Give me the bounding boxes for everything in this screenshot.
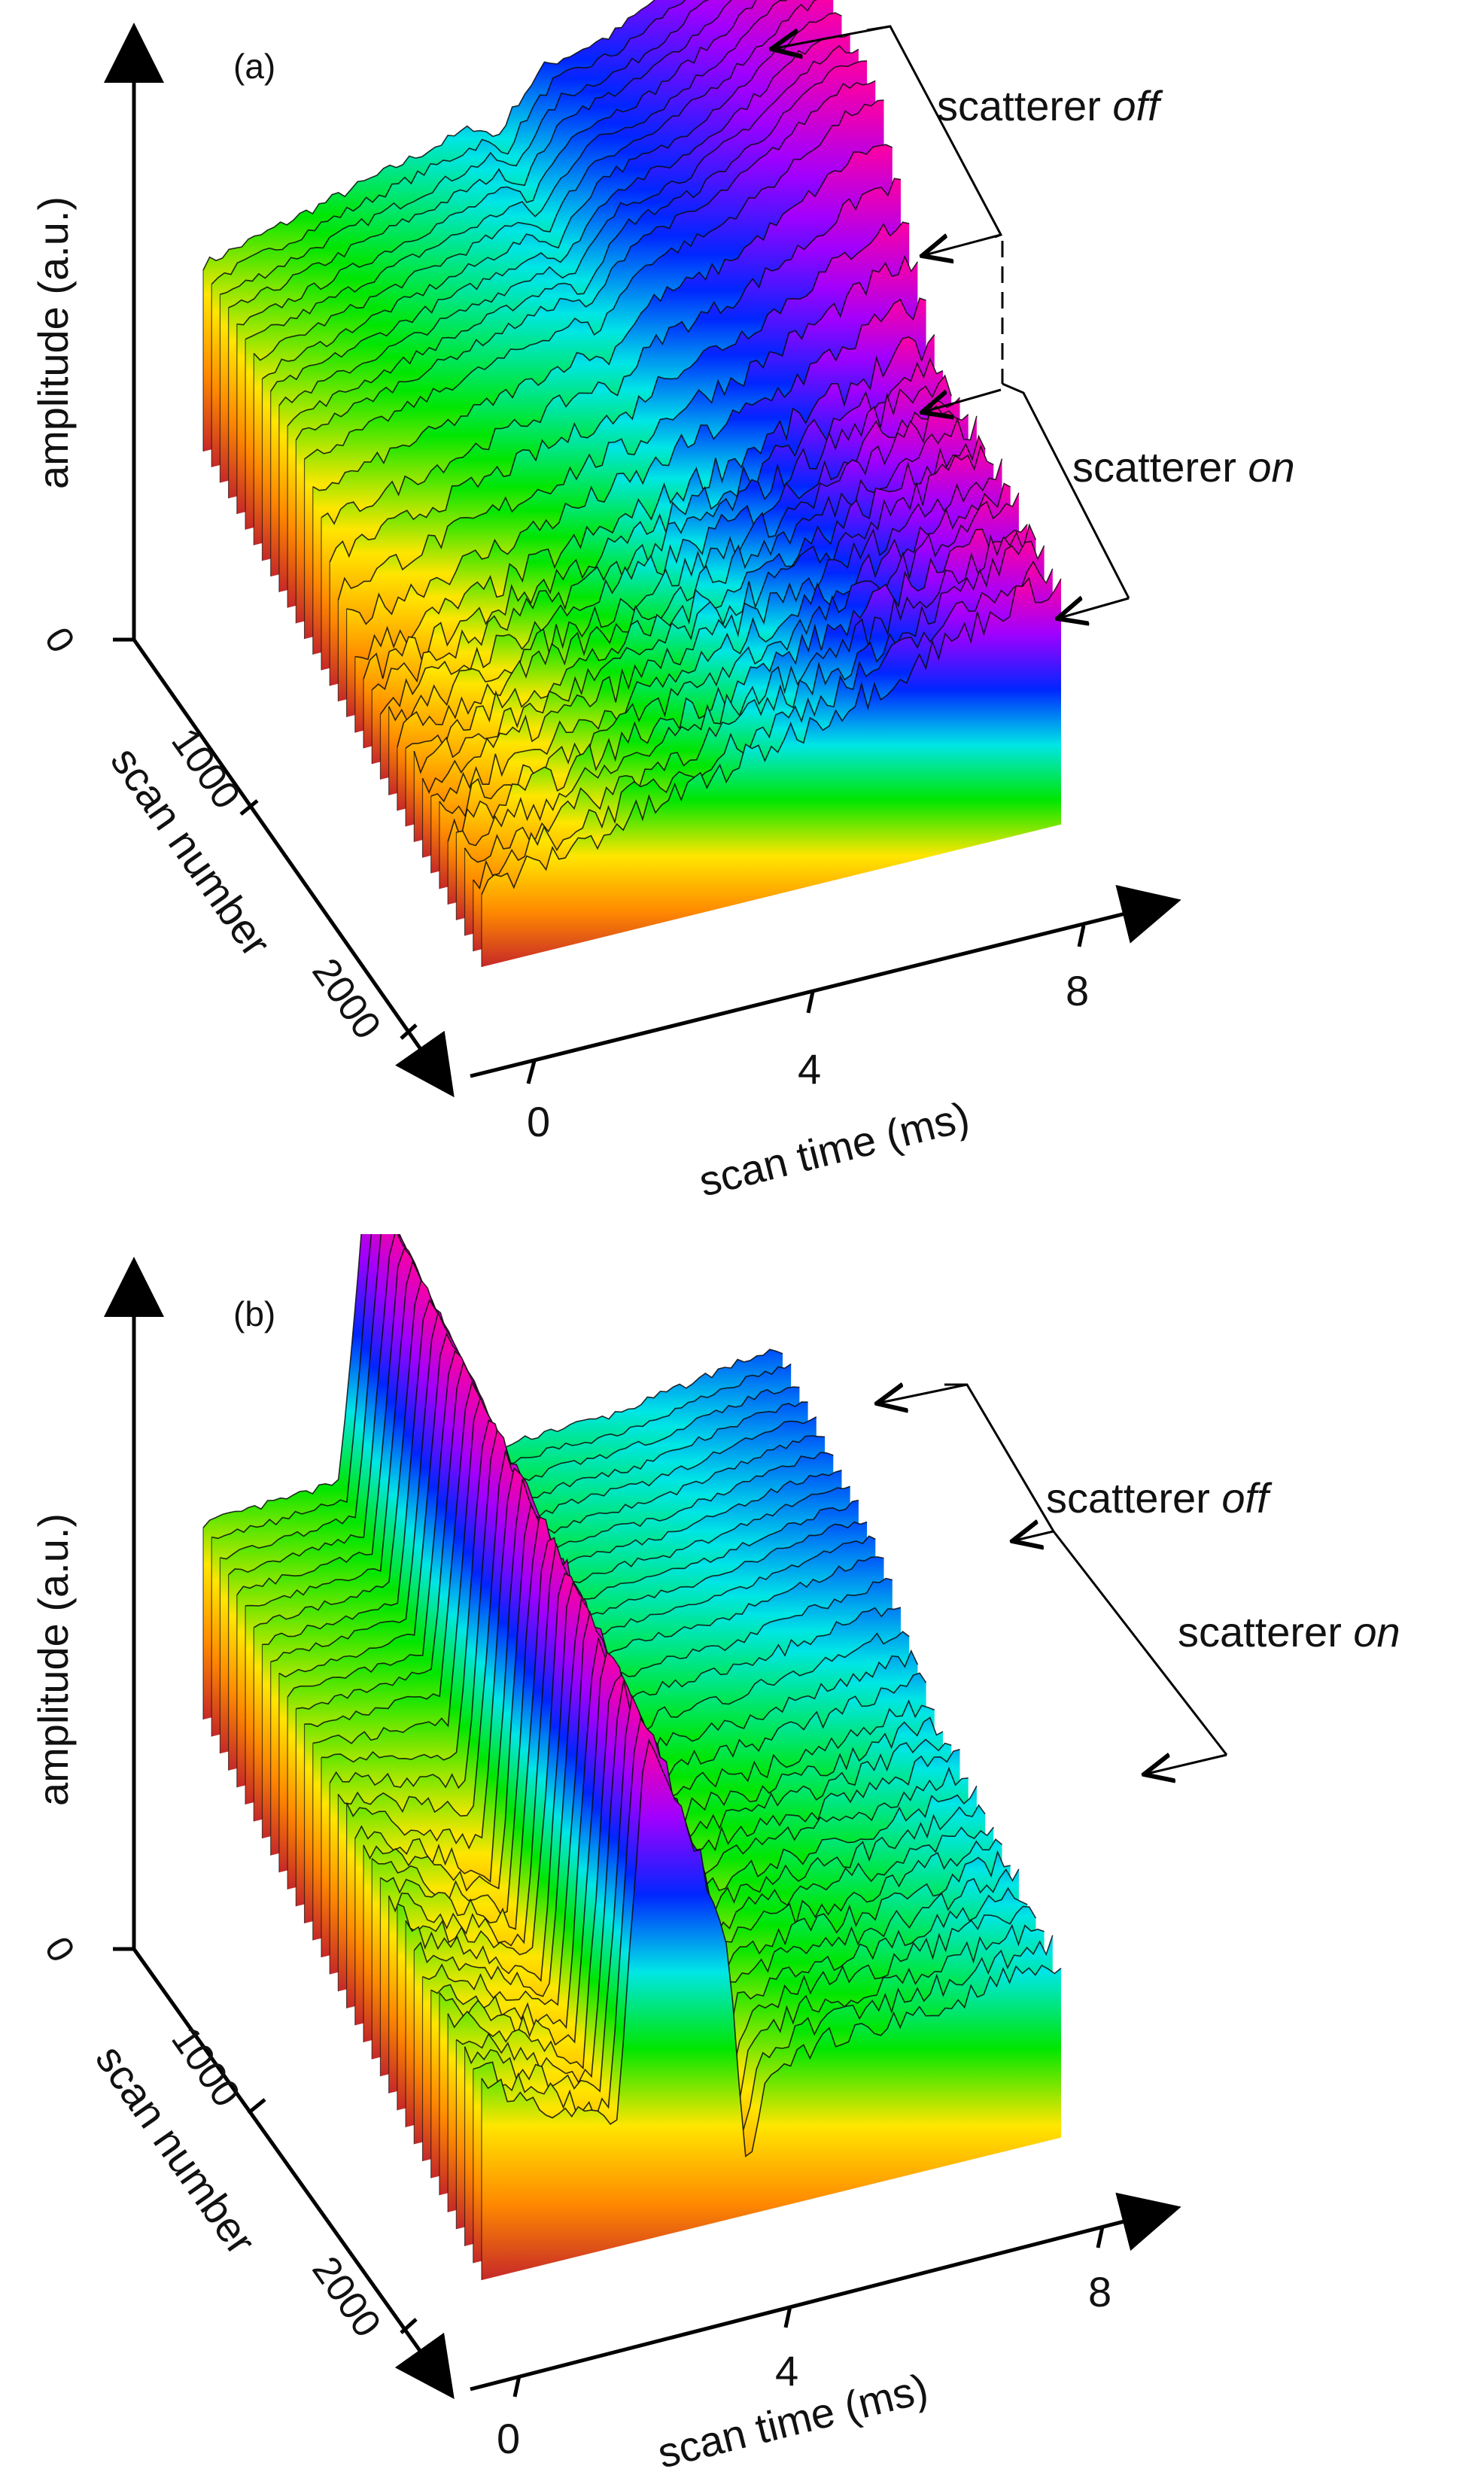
surface-trace [312,144,893,491]
surface-trace [346,297,926,625]
surface-trace [379,397,961,715]
surface-trace [329,221,910,563]
panel-label-a: (a) [233,47,275,86]
surface-trace [245,0,788,340]
surface-trace [447,524,1028,842]
panel-a: 0 1000 2000 0 4 8 amplitude (a.u.) scan … [0,0,1484,1234]
x-tick-label-0: 0 [527,1098,550,1145]
annotation-scatterer-on: scatterer on [1178,1608,1400,1656]
x-tick-8 [1096,2226,1105,2249]
panel-b: 0 1000 2000 0 4 8 amplitude (a.u.) scan … [0,1178,1484,2472]
surface-trace [220,0,710,295]
y-axis-label: scan number [87,2036,265,2263]
surface-trace [473,560,1054,890]
x-axis [470,2192,1181,2391]
bracket-off [944,1383,1055,1532]
x-tick-label-0: 0 [497,2415,520,2462]
x-tick-8 [1077,925,1086,947]
surface-trace [363,357,944,680]
x-tick-label-4: 4 [798,1045,821,1093]
surface-trace [456,523,1037,847]
surface-trace [413,444,994,774]
bracket-off-arrow-bottom [1012,1531,1054,1541]
surface-trace [321,178,902,525]
x-tick-label-4: 4 [775,2347,798,2394]
surface-trace [337,254,919,601]
surface-trace [371,374,952,691]
panel-b-svg: 0 1000 2000 0 4 8 amplitude (a.u.) scan … [29,1178,1400,2472]
surface-slice [482,1740,1061,2280]
surface-trace [287,60,868,427]
x-axis [470,885,1181,1078]
y-tick-label-1000: 1000 [163,2018,248,2115]
y-tick-1000 [239,799,259,816]
surface-a [202,0,1062,967]
surface-trace [278,44,859,406]
surface-trace [354,334,935,661]
y-tick-1000 [247,2098,266,2115]
x-tick-0 [512,2375,522,2398]
surface-trace [228,0,732,309]
bracket-on-arrow-top [922,388,1002,412]
surface-trace [236,0,757,326]
surface-trace [388,405,969,724]
surface-trace [473,1716,1054,2130]
bracket-off-arrow-bottom [922,235,1002,256]
bracket-off-arrow-top [877,1385,968,1403]
surface-trace [405,434,986,750]
y-tick-2000 [400,2318,418,2334]
y-tick-label-2000: 2000 [303,2249,389,2345]
y-axis [132,638,455,1098]
surface-trace [304,99,884,460]
x-tick-4 [783,2306,792,2328]
annotation-scatterer-off: scatterer off [1046,1474,1273,1522]
surface-b [202,1178,1062,2280]
x-tick-4 [806,991,815,1014]
surface-trace [270,33,851,392]
z-axis-label: amplitude (a.u.) [29,196,77,489]
surface-slice [482,578,1061,967]
surface-trace [295,80,876,441]
surface-trace [447,1674,1028,2089]
annotation-scatterer-on: scatterer on [1072,443,1295,491]
surface-trace [481,576,1062,895]
panel-a-svg: 0 1000 2000 0 4 8 amplitude (a.u.) scan … [29,0,1295,1206]
annotation-scatterer-off: scatterer off [937,82,1163,129]
surface-trace [421,458,1003,795]
y-axis [132,1947,455,2400]
bracket-on [1052,1531,1228,1756]
surface-trace [211,0,686,285]
z-tick-label-0: 0 [36,620,83,660]
surface-trace [262,12,842,379]
x-tick-label-8: 8 [1088,2268,1111,2315]
x-tick-0 [526,1060,537,1084]
z-tick-label-0: 0 [36,1929,83,1969]
panel-label-b: (b) [233,1294,275,1333]
surface-trace [481,1738,1062,2157]
surface-trace [253,0,818,361]
bracket-off-arrow-top [771,25,891,49]
bracket-on-arrow-bottom [1144,1755,1227,1774]
z-axis-label: amplitude (a.u.) [29,1513,77,1806]
y-tick-label-2000: 2000 [303,950,389,1047]
surface-trace [464,540,1045,863]
surface-trace [202,0,655,271]
surface-trace [464,1694,1045,2125]
surface-trace [455,1680,1037,2096]
y-tick-2000 [400,1023,418,1040]
bracket-on-arrow-bottom [1057,598,1130,619]
bracket-on [1002,382,1130,599]
x-axis-label: scan time (ms) [695,1093,974,1206]
surface-trace [430,482,1011,803]
x-tick-label-8: 8 [1066,967,1089,1014]
